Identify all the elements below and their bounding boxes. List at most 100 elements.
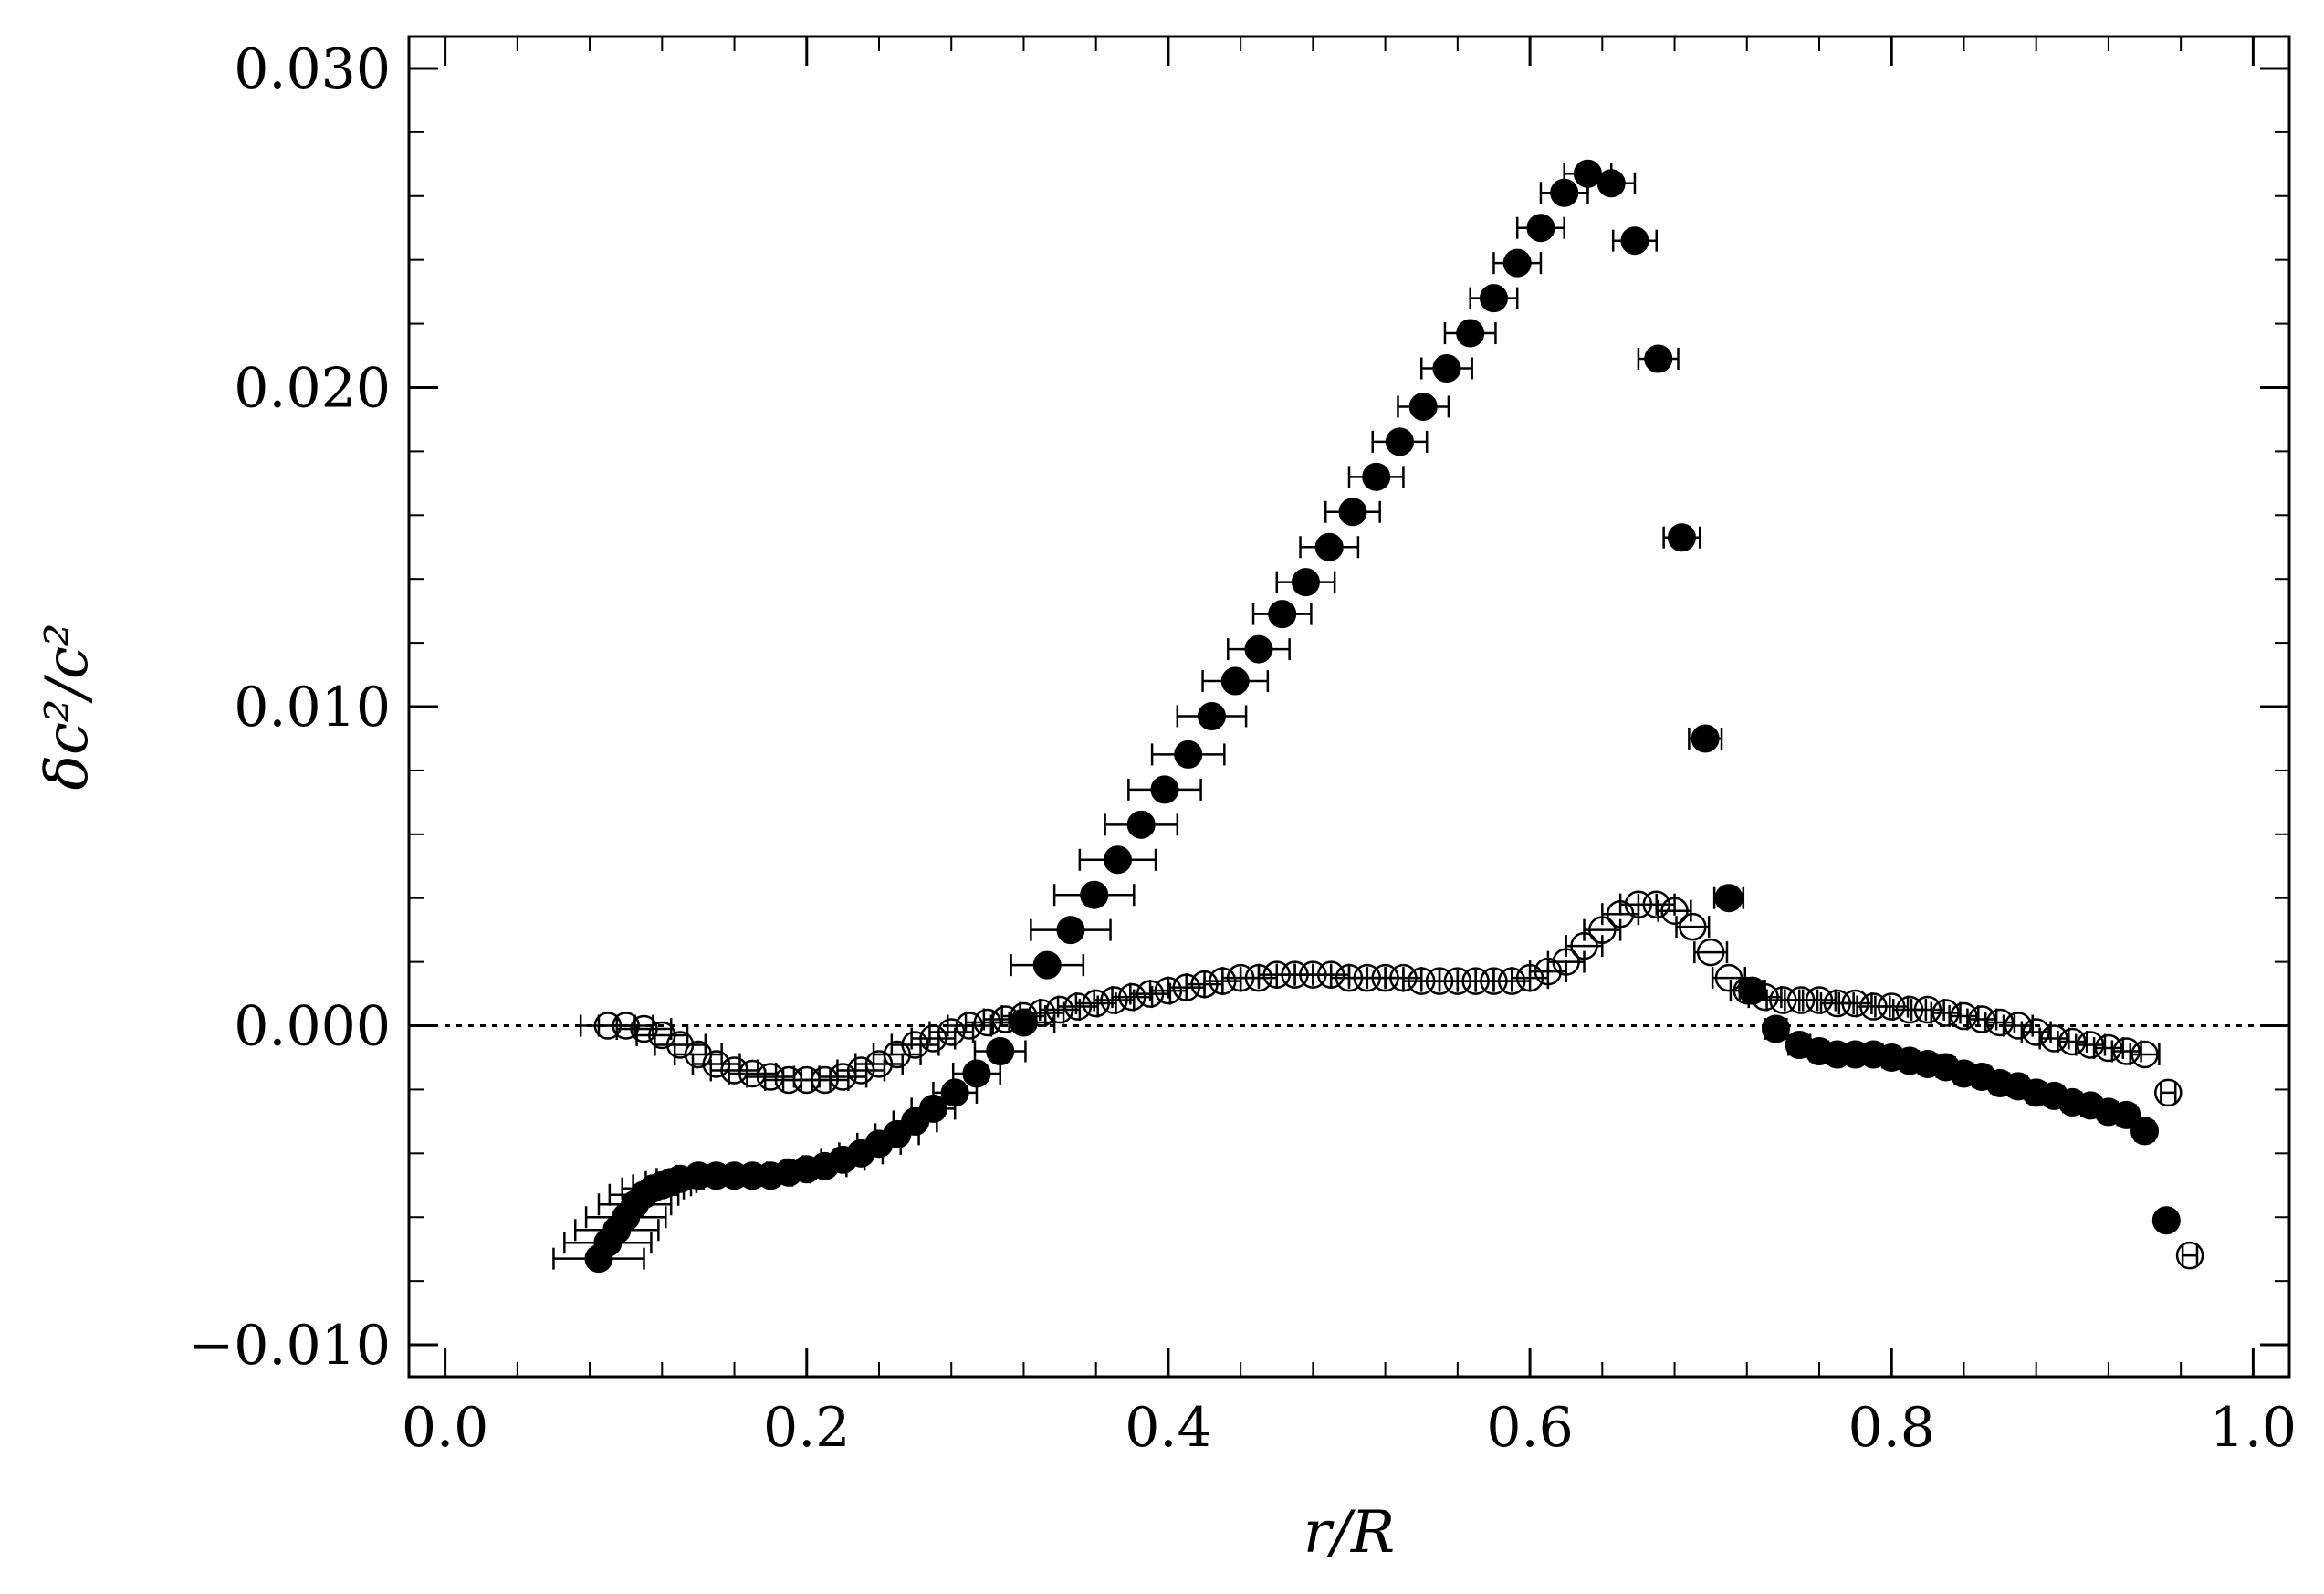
open-data-point xyxy=(2154,1078,2183,1107)
filled-data-point xyxy=(1456,319,1485,348)
filled-data-point xyxy=(2112,1100,2141,1129)
open-data-point xyxy=(1950,1001,1978,1031)
x-tick-label: 0.8 xyxy=(1848,1396,1935,1460)
open-data-point xyxy=(1859,992,1888,1021)
open-data-point xyxy=(2130,1040,2159,1069)
error-bars-layer xyxy=(552,163,2199,1270)
open-data-point xyxy=(630,1014,658,1043)
filled-data-point xyxy=(1408,392,1438,421)
open-data-point xyxy=(1588,916,1617,944)
y-tick-label: 0.010 xyxy=(234,676,391,739)
filled-data-point xyxy=(1738,976,1767,1005)
open-data-point xyxy=(973,1008,1002,1037)
open-data-point xyxy=(1515,963,1544,992)
open-data-point xyxy=(1679,912,1707,941)
filled-data-point xyxy=(1174,739,1203,769)
x-tick-label: 0.2 xyxy=(763,1396,850,1460)
open-data-point xyxy=(1805,986,1834,1014)
filled-data-point xyxy=(1150,775,1179,804)
open-data-point xyxy=(1968,1005,1996,1033)
open-data-point xyxy=(1498,967,1526,995)
open-data-point xyxy=(1425,967,1454,995)
y-tick-label: 0.030 xyxy=(234,37,391,101)
open-data-point xyxy=(1299,960,1327,989)
open-data-point xyxy=(2004,1012,2033,1040)
open-data-point xyxy=(1118,982,1146,1012)
filled-data-point xyxy=(1056,916,1085,945)
filled-data-point xyxy=(962,1059,991,1088)
open-data-point xyxy=(1262,960,1292,989)
filled-data-point xyxy=(1691,724,1720,753)
open-data-point xyxy=(864,1050,894,1078)
open-data-point xyxy=(1606,899,1635,928)
open-data-point xyxy=(756,1063,785,1091)
x-tick-label: 0.0 xyxy=(402,1396,488,1460)
open-data-point xyxy=(1895,995,1924,1024)
open-data-point xyxy=(1769,986,1797,1014)
open-data-point xyxy=(901,1031,929,1059)
open-data-point xyxy=(2112,1037,2141,1065)
open-data-point xyxy=(702,1050,730,1078)
filled-data-point xyxy=(1126,810,1156,839)
open-data-point xyxy=(883,1040,912,1069)
open-data-point xyxy=(1136,980,1165,1008)
filled-data-point xyxy=(1644,344,1673,373)
open-data-point xyxy=(1877,992,1906,1021)
open-data-point xyxy=(1045,995,1074,1024)
open-data-point xyxy=(937,1018,966,1046)
filled-data-point xyxy=(1268,600,1297,629)
y-tick-label: 0.000 xyxy=(234,995,391,1059)
open-data-point xyxy=(2094,1033,2123,1063)
filled-data-point xyxy=(1362,462,1391,491)
open-data-point xyxy=(1281,960,1309,989)
open-data-point xyxy=(919,1024,947,1053)
open-data-point xyxy=(612,1012,640,1040)
open-data-point xyxy=(1534,957,1563,986)
filled-data-point xyxy=(1103,845,1132,875)
filled-data-point xyxy=(1479,284,1508,313)
open-data-point xyxy=(1696,938,1725,967)
filled-data-point xyxy=(1291,568,1320,597)
y-tick-label: 0.020 xyxy=(234,356,391,420)
open-data-point xyxy=(665,1031,695,1059)
open-data-point xyxy=(1190,970,1219,999)
x-tick-label: 0.6 xyxy=(1486,1396,1573,1460)
open-data-point xyxy=(955,1012,984,1040)
x-axis-label: r/R xyxy=(1303,1499,1395,1567)
filled-data-point xyxy=(940,1078,969,1107)
open-data-point xyxy=(1786,986,1816,1014)
labels-layer: r/R δc²/c² 0.0 0.2 0.4 0.6 0.8 1.0 −0.010 0.000… xyxy=(34,37,2297,1567)
open-data-point xyxy=(792,1065,822,1095)
open-data-point xyxy=(648,1021,676,1050)
filled-data-point xyxy=(1338,498,1367,527)
open-data-point xyxy=(2175,1241,2204,1270)
open-data-point xyxy=(720,1056,748,1085)
open-data-point xyxy=(1316,960,1345,989)
open-data-point xyxy=(2058,1027,2087,1056)
open-data-point xyxy=(1172,973,1200,1001)
open-data-point xyxy=(1552,948,1580,976)
y-axis-label: δc²/c² xyxy=(34,623,101,790)
open-data-point xyxy=(1841,989,1869,1018)
open-data-point xyxy=(1461,967,1490,995)
filled-data-point xyxy=(1432,354,1461,383)
open-data-point xyxy=(1642,890,1670,918)
filled-data-point xyxy=(1667,523,1696,552)
open-data-point xyxy=(1389,963,1418,992)
open-data-point xyxy=(1751,982,1779,1012)
filled-data-point xyxy=(1244,634,1273,664)
filled-data-point xyxy=(1032,950,1062,980)
open-data-point xyxy=(1443,967,1472,995)
filled-data-point xyxy=(1761,1014,1790,1043)
open-data-point xyxy=(1570,931,1598,960)
open-data-point xyxy=(1931,999,1960,1027)
filled-data-point xyxy=(1596,169,1626,198)
open-data-point xyxy=(1480,967,1508,995)
open-data-point xyxy=(1226,963,1255,992)
open-data-point xyxy=(1733,976,1762,1005)
x-tick-label: 0.4 xyxy=(1125,1396,1211,1460)
filled-data-point xyxy=(986,1036,1015,1065)
y-tick-label: −0.010 xyxy=(188,1314,391,1378)
open-data-point xyxy=(593,1012,623,1040)
filled-data-point xyxy=(1220,666,1250,696)
